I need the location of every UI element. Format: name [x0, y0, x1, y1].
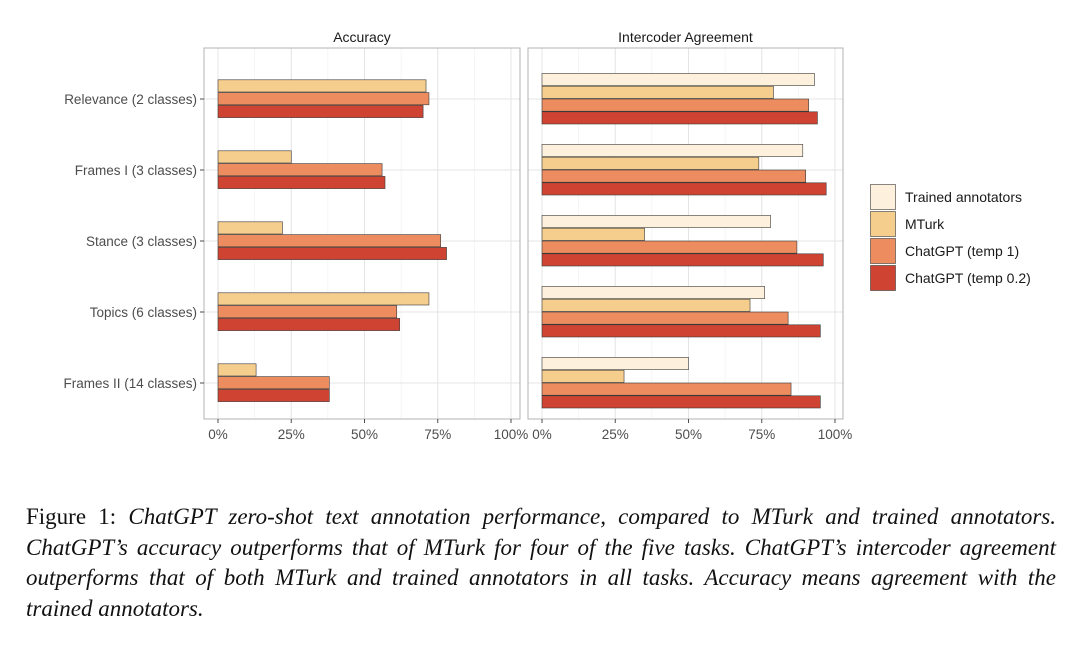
bar-trained-annotators [541, 286, 765, 299]
bar-mturk [217, 150, 292, 164]
x-tick-label: 0% [208, 427, 228, 442]
y-tick-label: Topics (6 classes) [90, 305, 197, 320]
legend-label: MTurk [905, 216, 945, 232]
bar-chatgpt-temp-1 [217, 305, 398, 319]
panel-title: Intercoder Agreement [618, 29, 753, 45]
legend-label: Trained annotators [905, 189, 1022, 205]
y-tick-label: Frames II (14 classes) [63, 376, 197, 391]
y-tick-label: Frames I (3 classes) [75, 163, 197, 178]
legend-swatch-chatgpt-temp-0-2 [870, 265, 896, 291]
bar-chatgpt-temp-0-2 [541, 253, 824, 267]
x-tick-label: 25% [602, 427, 629, 442]
caption-text: ChatGPT zero-shot text annotation perfor… [26, 504, 1056, 621]
x-tick-label: 0% [532, 427, 552, 442]
bar-chatgpt-temp-0-2 [217, 247, 447, 260]
figure-caption: Figure 1: ChatGPT zero-shot text annotat… [26, 502, 1056, 624]
bar-chatgpt-temp-1 [541, 311, 789, 325]
bar-chatgpt-temp-1 [541, 98, 809, 112]
bar-chatgpt-temp-1 [217, 376, 330, 390]
panel-border [527, 47, 844, 420]
x-tick-label: 50% [351, 427, 378, 442]
bar-trained-annotators [541, 144, 804, 157]
legend-swatch-chatgpt-temp-1 [870, 238, 896, 264]
y-tick-label: Stance (3 classes) [86, 234, 197, 249]
bar-chatgpt-temp-1 [541, 382, 792, 396]
bar-mturk [217, 79, 427, 93]
bar-mturk [541, 227, 645, 241]
bar-mturk [217, 292, 430, 306]
bar-mturk [217, 363, 257, 377]
x-tick-label: 100% [818, 427, 853, 442]
bar-chatgpt-temp-0-2 [541, 324, 821, 338]
x-tick-label: 75% [748, 427, 775, 442]
bar-chatgpt-temp-0-2 [217, 389, 330, 402]
bar-chatgpt-temp-1 [217, 163, 383, 177]
caption-label: Figure 1: [26, 504, 117, 529]
bar-chatgpt-temp-0-2 [541, 395, 821, 409]
bar-chatgpt-temp-0-2 [217, 105, 424, 118]
x-tick-label: 100% [494, 427, 529, 442]
bar-chatgpt-temp-0-2 [217, 176, 386, 189]
x-tick-label: 50% [675, 427, 702, 442]
bar-mturk [541, 369, 625, 383]
bar-trained-annotators [541, 357, 689, 370]
legend-label: ChatGPT (temp 1) [905, 243, 1019, 259]
bar-trained-annotators [541, 215, 771, 228]
bar-trained-annotators [541, 73, 815, 86]
bar-mturk [541, 85, 774, 99]
y-tick-label: Relevance (2 classes) [64, 92, 197, 107]
legend-swatch-mturk [870, 211, 896, 237]
bar-chatgpt-temp-1 [217, 92, 430, 106]
panel-title: Accuracy [333, 29, 391, 45]
bar-chatgpt-temp-1 [541, 169, 807, 183]
legend-label: ChatGPT (temp 0.2) [905, 270, 1031, 286]
bar-mturk [541, 298, 751, 312]
bar-chatgpt-temp-0-2 [541, 111, 818, 125]
bar-chatgpt-temp-1 [217, 234, 441, 248]
bar-mturk [217, 221, 283, 235]
chart: Accuracy 0% 25% 50% 75% 100% Intercoder Agreem… [63, 29, 1031, 442]
bar-chatgpt-temp-0-2 [541, 182, 827, 196]
x-tick-label: 75% [424, 427, 451, 442]
panel-border [203, 47, 521, 420]
bar-mturk [541, 156, 760, 170]
x-tick-label: 25% [278, 427, 305, 442]
legend-swatch-trained-annotators [870, 184, 896, 210]
bar-chatgpt-temp-1 [541, 240, 798, 254]
bar-chatgpt-temp-0-2 [217, 318, 400, 331]
